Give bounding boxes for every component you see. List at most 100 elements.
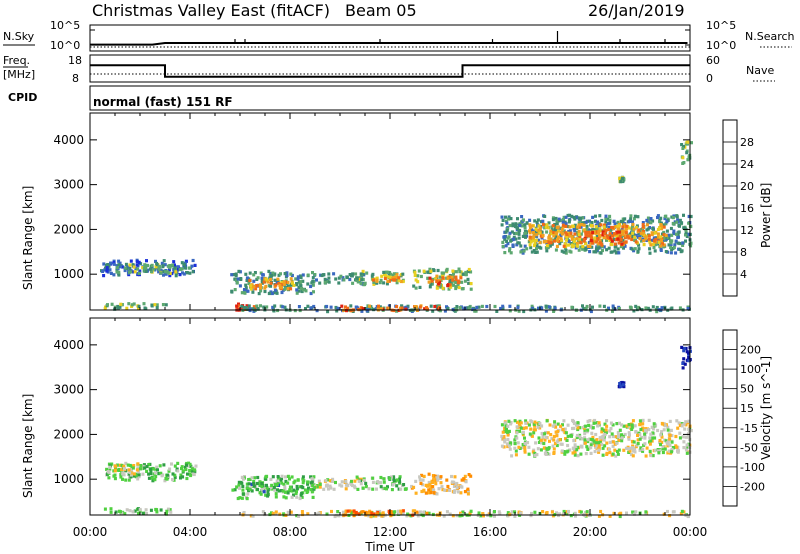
- velocity-cell: [644, 427, 648, 431]
- power-cell: [545, 223, 549, 227]
- velocity-cell: [622, 424, 626, 428]
- power-cell: [118, 305, 122, 309]
- power-cell: [309, 306, 313, 310]
- velocity-cell: [539, 438, 543, 442]
- velocity-cell: [354, 510, 358, 515]
- power-cell: [459, 274, 463, 278]
- velocity-cell: [149, 471, 153, 476]
- power-cell: [309, 291, 313, 296]
- velocity-cell: [173, 475, 177, 479]
- power-cell: [311, 276, 315, 280]
- velocity-cell: [530, 434, 534, 438]
- power-cell: [245, 304, 249, 308]
- velocity-cell: [381, 511, 385, 515]
- power-cell: [105, 269, 109, 273]
- power-cell: [102, 262, 106, 266]
- velocity-cell: [687, 427, 691, 431]
- velocity-cell: [682, 357, 686, 361]
- power-cell: [245, 276, 249, 280]
- velocity-cell: [295, 484, 299, 489]
- power-cell: [132, 265, 136, 269]
- velocity-cell: [427, 488, 431, 492]
- velocity-cell: [295, 495, 299, 499]
- power-ytick-label: 2000: [53, 222, 84, 236]
- velocity-cell: [241, 492, 245, 496]
- velocity-cell: [454, 482, 458, 486]
- velocity-cell: [574, 514, 577, 518]
- velocity-cell: [311, 483, 315, 488]
- velocity-cell: [137, 470, 141, 474]
- power-cell: [455, 305, 459, 309]
- velocity-cell: [514, 449, 518, 453]
- power-cell: [564, 224, 568, 228]
- power-cell: [369, 306, 373, 310]
- velocity-cell: [107, 476, 111, 480]
- velocity-cell: [398, 475, 402, 479]
- power-cell: [538, 245, 542, 249]
- power-cell: [528, 229, 531, 233]
- power-cell: [506, 242, 510, 246]
- power-cell: [617, 230, 621, 234]
- power-cell: [532, 234, 536, 238]
- velocity-cell: [533, 428, 537, 432]
- power-cell: [602, 304, 606, 308]
- power-cell: [422, 269, 426, 273]
- velocity-cell: [540, 441, 543, 445]
- velocity-cell: [395, 484, 399, 488]
- velocity-cell: [399, 487, 403, 491]
- power-cell: [649, 238, 653, 242]
- velocity-cell: [252, 482, 256, 486]
- velocity-cell: [265, 486, 269, 490]
- velocity-cell: [180, 465, 184, 469]
- power-cell: [575, 244, 579, 248]
- velocity-cell: [392, 479, 396, 483]
- power-cell: [259, 289, 263, 293]
- power-cell: [456, 281, 460, 285]
- velocity-cell: [387, 509, 391, 513]
- power-cell: [680, 143, 684, 147]
- velocity-cell: [493, 514, 496, 518]
- power-cell: [506, 236, 510, 240]
- power-cell: [682, 144, 685, 149]
- power-cell: [263, 289, 267, 294]
- power-cell: [681, 241, 685, 245]
- power-cell: [235, 304, 239, 308]
- power-cell: [525, 247, 529, 251]
- velocity-cell: [481, 512, 485, 516]
- power-cell: [560, 249, 564, 253]
- power-cell: [656, 214, 660, 218]
- velocity-cell: [258, 483, 262, 487]
- power-cell: [562, 215, 566, 219]
- power-cell: [372, 282, 376, 286]
- power-cell: [504, 244, 508, 248]
- power-cell: [293, 309, 297, 313]
- velocity-cell: [231, 488, 235, 492]
- power-cell: [514, 224, 517, 229]
- power-cell: [379, 307, 383, 311]
- power-cell: [395, 275, 399, 279]
- velocity-cell: [666, 425, 670, 429]
- velocity-cell: [131, 466, 135, 470]
- power-cell: [523, 244, 527, 248]
- velocity-cell: [175, 467, 179, 471]
- power-cell: [629, 306, 633, 310]
- velocity-cell: [375, 487, 378, 491]
- power-cell: [594, 219, 597, 223]
- power-cell: [610, 242, 614, 246]
- velocity-cell: [275, 479, 279, 483]
- velocity-cell: [414, 479, 418, 483]
- power-cell: [115, 264, 119, 268]
- velocity-cell: [547, 446, 551, 450]
- velocity-cell: [431, 480, 435, 484]
- velocity-cell: [638, 419, 642, 423]
- power-cell: [349, 304, 353, 308]
- power-cell: [417, 269, 421, 273]
- power-cell: [554, 216, 558, 221]
- power-cell: [602, 225, 606, 229]
- power-cell: [625, 224, 629, 228]
- velocity-cell: [676, 426, 680, 430]
- velocity-cell: [467, 473, 471, 477]
- power-cell: [179, 267, 183, 271]
- power-cell: [654, 242, 658, 246]
- velocity-cell: [611, 444, 615, 448]
